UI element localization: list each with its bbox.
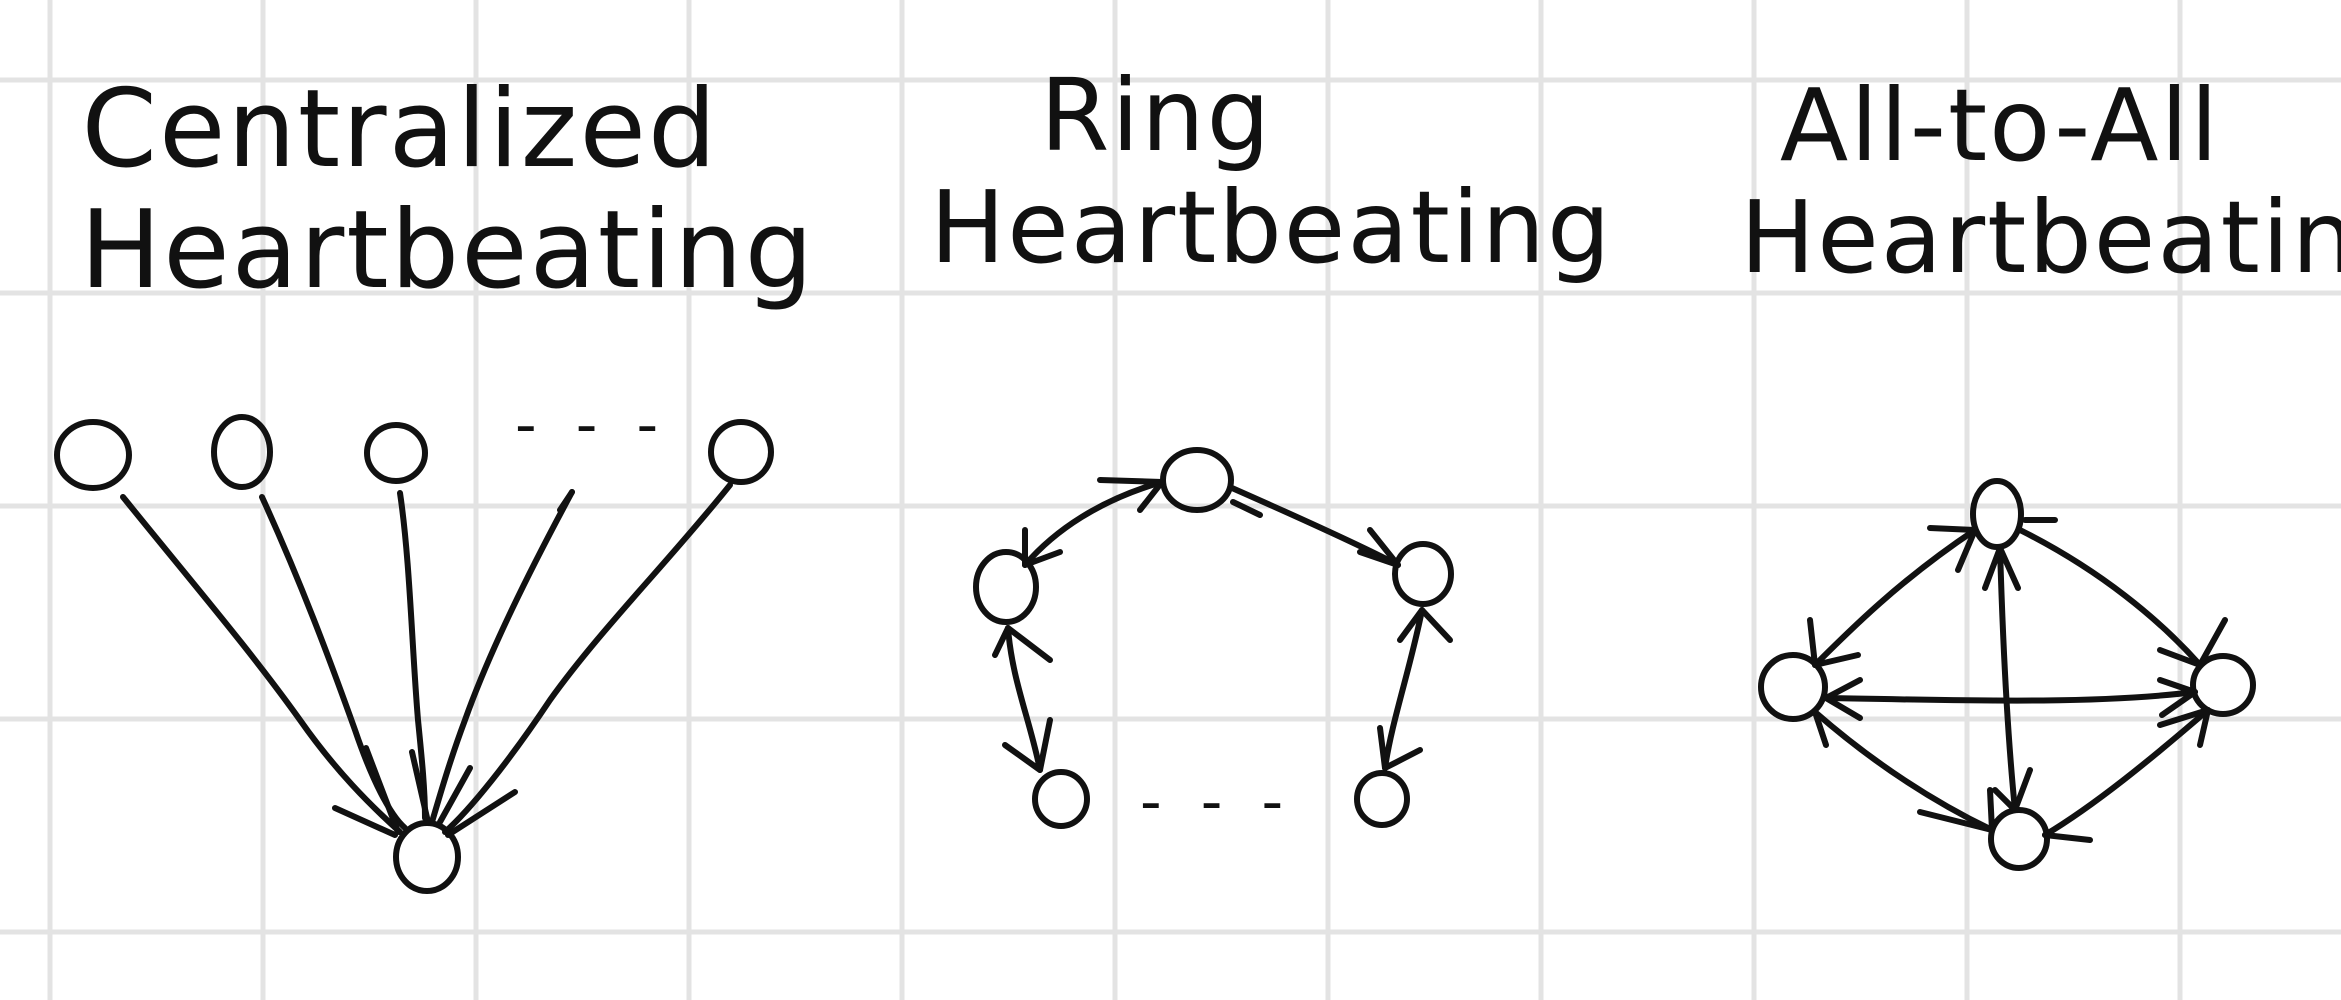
- ring-diagram: - - -: [973, 447, 1454, 837]
- all-edge-top-left: [1812, 527, 1978, 668]
- title-all-to-all-heartbeating: All-to-All Heartbeating: [1740, 67, 2341, 296]
- title-centralized-line2: Heartbeating: [80, 187, 816, 313]
- centralized-edge-4: [429, 489, 575, 825]
- ring-edge-left-bottom: [1005, 625, 1043, 773]
- centralized-edge-3: [397, 490, 428, 821]
- title-all-line1: All-to-All: [1779, 67, 2221, 184]
- all-edge-top-bottom: [1997, 545, 2018, 813]
- all-edge-top-right: [2017, 527, 2203, 668]
- all-edge-left-right: [1823, 689, 2198, 704]
- all-node-left: [1758, 652, 1828, 722]
- title-centralized-line1: Centralized: [81, 67, 719, 192]
- ring-edge-right-bottom: [1382, 607, 1425, 771]
- ring-node-bottom-left: [1032, 769, 1090, 829]
- title-all-line2: Heartbeating: [1740, 179, 2341, 296]
- centralized-edge-1: [120, 494, 403, 835]
- centralized-node-3: [364, 422, 428, 484]
- centralized-node-1: [54, 419, 132, 491]
- all-node-right: [2190, 653, 2256, 717]
- all-edge-left-bottom: [1812, 709, 1995, 833]
- title-ring-heartbeating: Ring Heartbeating: [930, 57, 1613, 286]
- all-node-top: [1970, 478, 2024, 550]
- ring-ellipsis: - - -: [1140, 767, 1293, 837]
- ring-node-left: [973, 549, 1039, 625]
- all-node-bottom: [1988, 807, 2050, 871]
- centralized-edge-2: [259, 494, 408, 831]
- centralized-node-n: [708, 419, 774, 485]
- title-ring-line2: Heartbeating: [930, 169, 1613, 286]
- ring-node-right: [1392, 541, 1454, 607]
- ring-arrowheads: [992, 477, 1453, 773]
- centralized-ellipsis: - - -: [515, 390, 668, 460]
- all-edge-right-bottom: [2042, 707, 2211, 838]
- ring-node-bottom-right: [1354, 770, 1410, 828]
- title-centralized-heartbeating: Centralized Heartbeating: [80, 67, 816, 313]
- all-to-all-diagram: [1758, 478, 2256, 871]
- all-arrowheads: [1807, 517, 2228, 843]
- title-ring-line1: Ring: [1040, 57, 1273, 174]
- centralized-node-2: [211, 414, 273, 490]
- ring-edge-top-left: [1022, 479, 1165, 568]
- centralized-edge-5: [442, 482, 733, 835]
- centralized-arrowheads: [332, 489, 575, 838]
- ring-node-top: [1160, 447, 1234, 513]
- centralized-diagram: - - -: [54, 390, 774, 894]
